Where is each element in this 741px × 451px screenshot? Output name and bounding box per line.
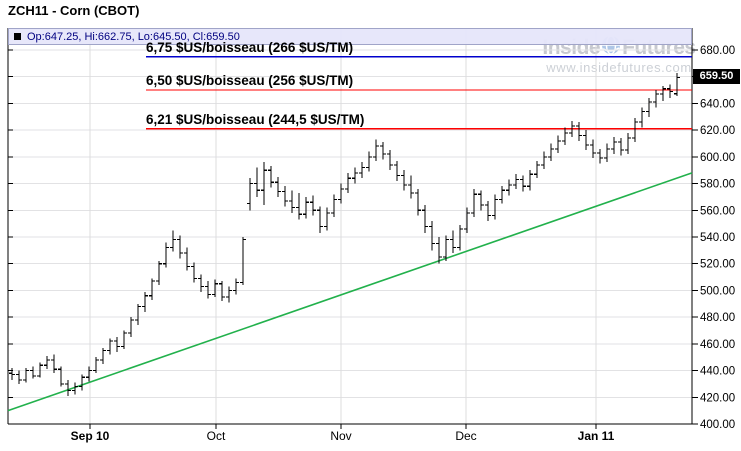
x-axis-labels: Sep 10 Oct Nov Dec Jan 11 [71,429,615,443]
level-label-650: 6,50 $US/boisseau (256 $US/TM) [146,73,354,89]
svg-text:Dec: Dec [455,429,476,443]
level-label-675: 6,75 $US/boisseau (266 $US/TM) [146,39,354,55]
svg-text:480.00: 480.00 [700,312,735,324]
svg-text:Nov: Nov [330,429,351,443]
y-axis-labels: 680.00 640.00 620.00 600.00 580.00 560.00 540.… [700,45,735,431]
svg-text:600.00: 600.00 [700,152,735,164]
ohlc-bars [9,73,680,396]
svg-text:540.00: 540.00 [700,232,735,244]
svg-text:Oct: Oct [207,429,226,443]
svg-text:520.00: 520.00 [700,259,735,271]
watermark-url: www.insidefutures.com [546,60,692,75]
level-lines [146,56,692,130]
ohlc-info-text: Op:647.25, Hi:662.75, Lo:645.50, Cl:659.… [27,30,240,43]
svg-text:500.00: 500.00 [700,285,735,297]
page-title: ZCH11 - Corn (CBOT) [8,3,140,18]
x-gridlines [89,28,597,424]
y-gridlines [8,49,692,398]
svg-text:620.00: 620.00 [700,125,735,137]
axis-frame [7,28,698,429]
svg-text:560.00: 560.00 [700,205,735,217]
svg-text:640.00: 640.00 [700,98,735,110]
svg-text:460.00: 460.00 [700,339,735,351]
ohlc-info-bar: Op:647.25, Hi:662.75, Lo:645.50, Cl:659.… [8,28,692,45]
svg-text:Sep 10: Sep 10 [71,429,110,443]
svg-text:440.00: 440.00 [700,366,735,378]
level-label-621: 6,21 $US/boisseau (244,5 $US/TM) [146,111,365,127]
last-price-badge: 659.50 [693,69,740,85]
svg-text:Jan 11: Jan 11 [578,429,615,443]
svg-text:680.00: 680.00 [700,45,735,57]
series-marker-icon [14,33,21,40]
svg-text:580.00: 580.00 [700,179,735,191]
trendline [7,172,693,412]
svg-text:400.00: 400.00 [700,419,735,431]
svg-text:420.00: 420.00 [700,392,735,404]
